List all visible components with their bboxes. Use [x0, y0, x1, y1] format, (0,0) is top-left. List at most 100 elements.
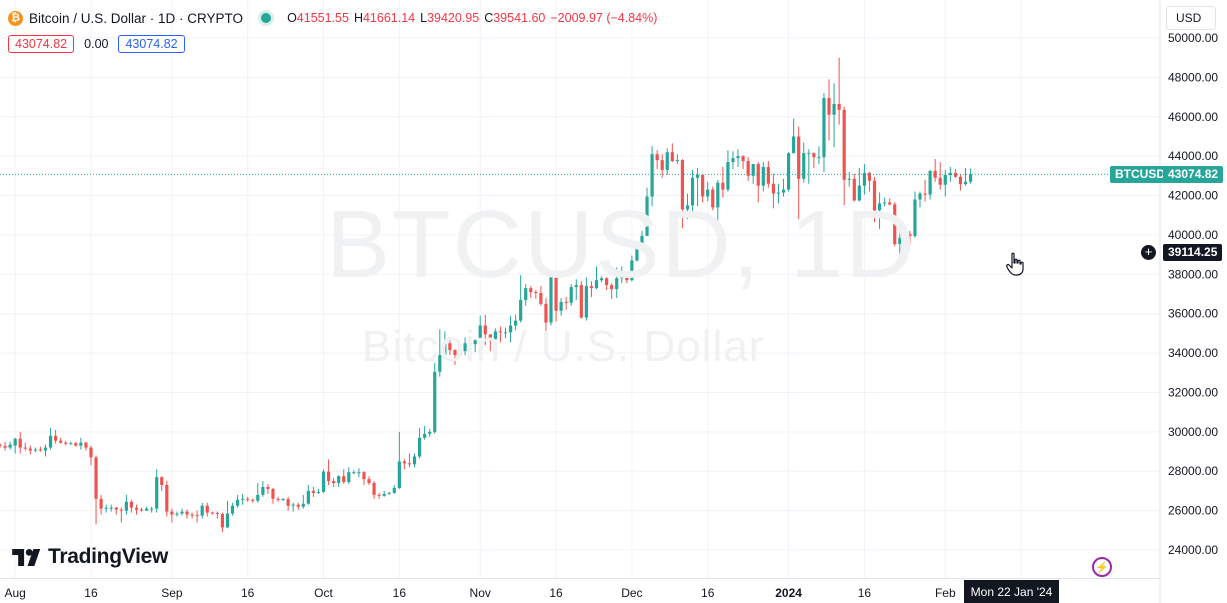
candle-body [630, 260, 634, 281]
ohlc-open: O41551.55 [287, 11, 349, 25]
candle [347, 467, 351, 485]
candle-body [453, 350, 457, 356]
candle-body [918, 193, 922, 200]
candle [605, 277, 609, 291]
candle-body [711, 189, 715, 208]
candle [352, 470, 356, 475]
candle [180, 508, 184, 516]
time-tick-label: Nov [470, 586, 491, 600]
candle [736, 149, 740, 167]
candle-body [761, 166, 765, 186]
candle [251, 498, 255, 503]
candle [589, 281, 594, 297]
candle [721, 166, 725, 198]
candle [650, 146, 654, 207]
candle-body [751, 164, 755, 176]
candle [786, 152, 791, 192]
candle-body [589, 286, 594, 289]
candle [771, 173, 776, 209]
candle [119, 507, 123, 523]
candle [817, 146, 821, 165]
tradingview-logo[interactable]: TradingView [12, 545, 168, 569]
time-tick-label: 16 [858, 586, 872, 600]
candle [539, 286, 543, 306]
candle-body [387, 492, 391, 494]
plus-circle-icon[interactable]: + [1141, 244, 1156, 260]
candle [3, 441, 7, 451]
candle [109, 504, 113, 512]
candle-body [903, 233, 907, 238]
candle [599, 276, 604, 283]
candle-body [731, 158, 735, 163]
candle [362, 471, 366, 486]
candle-body [812, 153, 816, 158]
candle-body [802, 153, 806, 179]
candle [443, 331, 447, 359]
candle-body [175, 513, 179, 515]
symbol-title[interactable]: Bitcoin / U.S. Dollar · 1D · CRYPTO [29, 10, 244, 26]
candle-body [200, 505, 204, 516]
time-axis[interactable]: Aug16Sep16Oct16Nov16Dec16202416Feb16 [0, 578, 1160, 601]
candle-body [564, 301, 568, 303]
candle-body [205, 505, 209, 513]
lightning-icon[interactable]: ⚡ [1092, 557, 1112, 577]
price-axis[interactable]: 24000.00 26000.00 28000.00 30000.00 32000.00… [1159, 0, 1218, 603]
candle [306, 485, 310, 505]
candle-body [655, 154, 659, 161]
time-tick-label: 16 [84, 586, 98, 600]
candle-body [928, 170, 932, 195]
candle [246, 496, 250, 502]
candle [872, 176, 877, 223]
candle-body [822, 98, 826, 158]
candle-body [367, 479, 371, 484]
candle-body [524, 288, 528, 300]
currency-selector[interactable]: USD [1166, 6, 1216, 30]
candle-body [599, 278, 604, 281]
candle-body [407, 463, 412, 465]
candle [458, 345, 462, 357]
price-tick-label: 38000.00 [1168, 267, 1218, 281]
candle [271, 487, 275, 504]
candle [114, 506, 118, 515]
candle-body [519, 299, 523, 321]
candle [155, 469, 159, 513]
candle [726, 150, 730, 192]
candle [918, 191, 922, 208]
candle-body [458, 351, 462, 356]
candle [640, 230, 644, 249]
candle [64, 440, 68, 446]
candle [706, 181, 710, 202]
candle-body [397, 461, 401, 488]
candle-body [337, 476, 341, 484]
candle [18, 431, 22, 454]
candle [503, 327, 508, 339]
candle-body [185, 511, 189, 515]
market-status-dot[interactable] [261, 13, 272, 23]
candle-body [827, 98, 831, 115]
candle [746, 157, 750, 181]
candle-body [428, 431, 432, 434]
candle [342, 469, 346, 485]
candle-body [736, 156, 740, 159]
candle-body [448, 343, 452, 351]
candle-body [781, 189, 786, 193]
candle-body [685, 205, 690, 210]
candle [564, 296, 568, 310]
candle [281, 497, 285, 501]
buy-price-button[interactable]: 43074.82 [118, 34, 185, 53]
candle-body [539, 293, 543, 304]
candle [807, 149, 811, 184]
sell-price-button[interactable]: 43074.82 [8, 34, 75, 53]
candle [908, 230, 912, 245]
candle [857, 167, 861, 202]
candle [235, 494, 240, 508]
candle-body [261, 486, 265, 495]
candle-body [797, 136, 801, 179]
time-tick-label: 16 [549, 586, 563, 600]
price-tick-label: 44000.00 [1168, 149, 1218, 163]
time-tick-label: Oct [314, 586, 333, 600]
candle [89, 445, 93, 466]
candle-body [94, 457, 98, 499]
candle-body [33, 449, 37, 451]
